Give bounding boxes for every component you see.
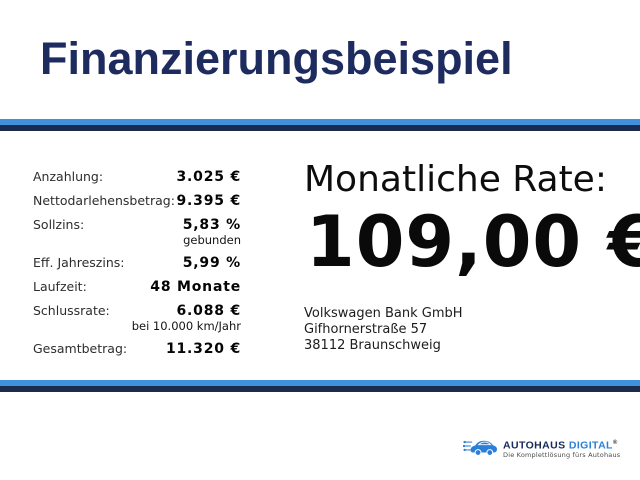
- finance-row-schlussrate: Schlussrate: 6.088 € bei 10.000 km/Jahr: [33, 303, 241, 333]
- finance-label: Laufzeit:: [33, 279, 87, 294]
- car-icon: [462, 434, 497, 462]
- logo-brand: AUTOHAUS DIGITAL®: [503, 437, 620, 452]
- logo-brand-primary: AUTOHAUS: [503, 439, 566, 452]
- bank-city: 38112 Braunschweig: [304, 338, 441, 353]
- top-stripe-dark: [0, 125, 640, 131]
- finance-row-eff-jahreszins: Eff. Jahreszins: 5,99 %: [33, 255, 241, 271]
- finance-label: Anzahlung:: [33, 169, 104, 184]
- bottom-stripe-light: [0, 380, 640, 386]
- monthly-rate-label: Monatliche Rate:: [304, 159, 607, 200]
- finance-label: Nettodarlehensbetrag:: [33, 193, 175, 208]
- finance-table: Anzahlung: 3.025 € Nettodarlehensbetrag:…: [33, 169, 241, 365]
- finance-row-anzahlung: Anzahlung: 3.025 €: [33, 169, 241, 185]
- finance-value: 3.025 €: [176, 169, 241, 185]
- logo-text: AUTOHAUS DIGITAL® Die Komplettlösung für…: [503, 437, 621, 460]
- registered-mark: ®: [612, 439, 618, 446]
- bank-name: Volkswagen Bank GmbH: [304, 306, 463, 321]
- finance-value: 5,83 %: [182, 217, 241, 233]
- finance-row-gesamtbetrag: Gesamtbetrag: 11.320 €: [33, 341, 241, 357]
- bank-address: Volkswagen Bank GmbH Gifhornerstraße 57 …: [304, 306, 463, 354]
- finance-value: 9.395 €: [176, 193, 241, 209]
- logo-tagline: Die Komplettlösung fürs Autohaus: [503, 451, 621, 460]
- finance-row-sollzins: Sollzins: 5,83 % gebunden: [33, 217, 241, 247]
- finance-value: 5,99 %: [182, 255, 241, 271]
- page-title: Finanzierungsbeispiel: [40, 33, 513, 84]
- finance-row-laufzeit: Laufzeit: 48 Monate: [33, 279, 241, 295]
- finance-label: Schlussrate:: [33, 303, 110, 318]
- finance-value: 48 Monate: [150, 279, 241, 295]
- bank-street: Gifhornerstraße 57: [304, 322, 428, 337]
- finance-note: gebunden: [183, 233, 241, 247]
- finance-value: 6.088 €: [176, 303, 241, 319]
- finance-label: Gesamtbetrag:: [33, 341, 128, 356]
- finance-label: Sollzins:: [33, 217, 85, 232]
- finance-label: Eff. Jahreszins:: [33, 255, 125, 270]
- finance-note: bei 10.000 km/Jahr: [131, 319, 241, 333]
- finance-row-nettodarlehensbetrag: Nettodarlehensbetrag: 9.395 €: [33, 193, 241, 209]
- monthly-rate-value: 109,00 €: [306, 201, 640, 283]
- logo-brand-secondary: DIGITAL: [568, 439, 613, 452]
- bottom-stripe-dark: [0, 386, 640, 392]
- finance-value: 11.320 €: [165, 341, 241, 357]
- top-stripe-light: [0, 119, 640, 125]
- autohaus-digital-logo: AUTOHAUS DIGITAL® Die Komplettlösung für…: [462, 434, 621, 462]
